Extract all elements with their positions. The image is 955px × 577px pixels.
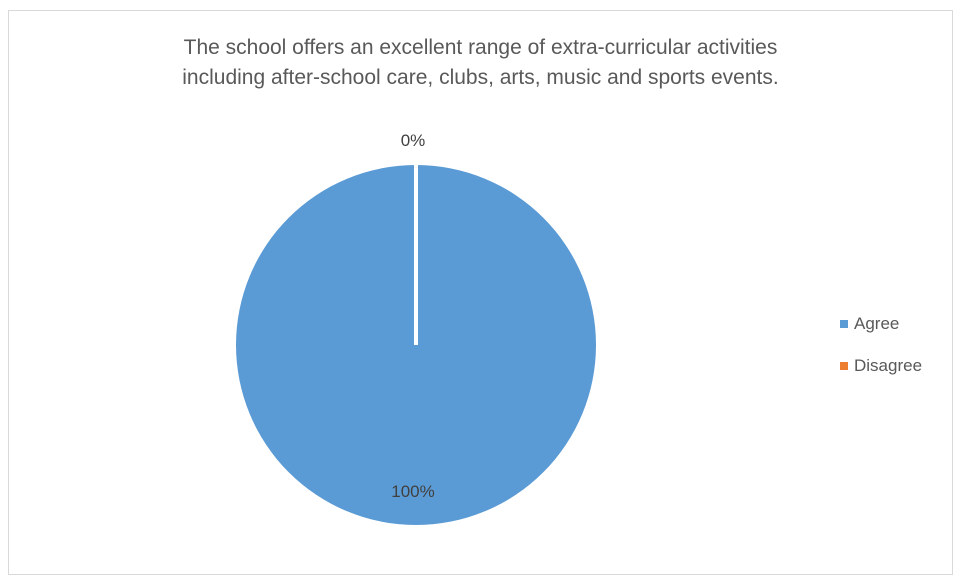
data-label-disagree: 0%: [401, 131, 426, 150]
legend-label-agree: Agree: [854, 314, 900, 333]
legend-label-disagree: Disagree: [854, 356, 923, 375]
chart-legend: Agree Disagree: [840, 313, 922, 397]
legend-swatch-disagree: [840, 362, 848, 370]
chart-title-line-2: including after-school care, clubs, arts…: [182, 66, 779, 89]
legend-item-disagree: Disagree: [840, 355, 922, 377]
legend-item-agree: Agree: [840, 313, 922, 335]
chart-title-line-1: The school offers an excellent range of …: [183, 36, 778, 59]
chart-title: The school offers an excellent range of …: [9, 33, 952, 93]
data-label-agree: 100%: [391, 482, 434, 501]
legend-swatch-agree: [840, 320, 848, 328]
